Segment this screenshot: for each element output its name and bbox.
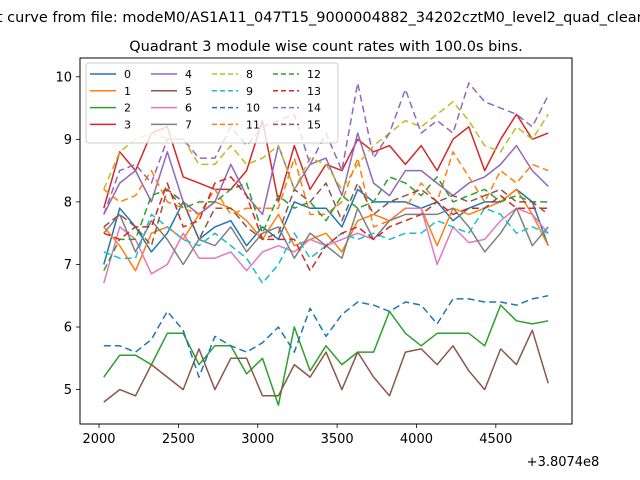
chart-suptitle: Light curve from file: modeM0/AS1A11_047… [0,10,640,26]
legend-label-13: 13 [307,85,321,98]
legend-label-11: 11 [246,118,260,131]
x-tick-label: 4500 [479,432,512,447]
legend-box [85,62,339,144]
series-line-10 [103,294,549,378]
x-tick-label: 3500 [321,432,354,447]
series-line-0 [103,188,549,265]
y-tick-label: 7 [64,258,72,273]
x-axis-offset-label: +3.8074e8 [527,455,600,470]
y-tick-label: 6 [64,321,72,336]
legend-label-8: 8 [246,68,253,81]
x-axis: 2000 2500 3000 3500 4000 4500 [82,424,512,447]
plot-area-frame [79,57,573,425]
legend-label-2: 2 [124,102,131,115]
legend-label-7: 7 [185,118,192,131]
series-line-4 [103,132,549,216]
y-tick-label: 8 [64,195,72,210]
legend-label-4: 4 [185,68,192,81]
y-tick-label: 5 [64,383,72,398]
series-line-5 [103,329,549,403]
series-line-11 [103,151,549,228]
y-tick-label: 9 [64,133,72,148]
x-tick-label: 4000 [400,432,433,447]
legend-label-10: 10 [246,102,260,115]
y-axis: 5 6 7 8 9 10 [55,70,80,398]
legend-label-12: 12 [307,68,321,81]
legend-label-15: 15 [307,118,321,131]
legend-label-0: 0 [124,68,131,81]
legend-label-14: 14 [307,102,321,115]
x-tick-label: 3000 [241,432,274,447]
x-tick-label: 2000 [82,432,115,447]
legend-label-5: 5 [185,85,192,98]
legend-label-6: 6 [185,102,192,115]
y-tick-label: 10 [55,70,72,85]
legend-label-9: 9 [246,85,253,98]
series-line-12 [103,176,549,272]
x-tick-label: 2500 [162,432,195,447]
series-line-2 [103,304,549,406]
legend-label-3: 3 [124,118,131,131]
legend-label-1: 1 [124,85,131,98]
chart-title: Quadrant 3 module wise count rates with … [129,39,523,55]
series-line-15 [103,182,549,247]
series-line-13 [103,176,549,272]
